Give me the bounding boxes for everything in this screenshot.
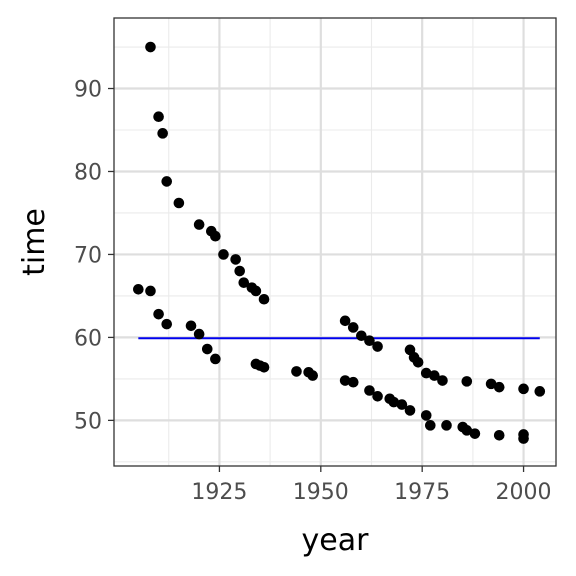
data-point xyxy=(412,356,424,368)
y-tick-label: 50 xyxy=(74,409,102,434)
data-point xyxy=(339,375,351,386)
data-point xyxy=(437,375,448,386)
data-point xyxy=(234,265,246,277)
y-tick-label: 80 xyxy=(74,160,102,185)
x-tick-label: 1925 xyxy=(191,480,247,505)
data-point xyxy=(388,396,400,408)
data-points xyxy=(133,41,546,444)
y-tick-label: 60 xyxy=(74,326,102,351)
data-point xyxy=(534,386,546,397)
data-point xyxy=(469,428,481,439)
data-point xyxy=(404,405,416,416)
data-point xyxy=(185,320,197,332)
data-point xyxy=(429,370,440,381)
data-point xyxy=(347,376,359,388)
data-point xyxy=(485,378,497,390)
data-point xyxy=(173,197,185,209)
data-point xyxy=(210,230,221,242)
x-axis-title: year xyxy=(302,523,370,558)
data-point xyxy=(518,383,529,395)
data-point xyxy=(210,353,221,365)
plot-panel xyxy=(114,18,556,466)
data-point xyxy=(258,293,270,305)
data-point xyxy=(133,283,144,295)
data-point xyxy=(372,391,383,402)
data-point xyxy=(518,433,529,444)
data-point xyxy=(461,376,473,387)
x-tick-label: 1975 xyxy=(394,480,450,505)
y-tick-label: 90 xyxy=(74,78,102,103)
data-point xyxy=(307,370,318,381)
data-point xyxy=(218,249,229,260)
data-point xyxy=(258,361,270,373)
data-point xyxy=(364,385,375,396)
data-point xyxy=(493,381,505,393)
x-axis: 1925 1950 1975 2000 xyxy=(191,466,552,505)
data-point xyxy=(461,425,473,436)
y-axis-title: time xyxy=(17,208,52,276)
data-point xyxy=(145,285,156,297)
data-point xyxy=(420,410,432,421)
data-point xyxy=(493,430,505,441)
data-point xyxy=(161,318,173,330)
data-point xyxy=(364,335,375,347)
data-point xyxy=(238,277,250,288)
minor-gridlines xyxy=(114,18,556,466)
data-point xyxy=(193,219,205,230)
data-point xyxy=(339,315,351,327)
data-point xyxy=(372,341,383,352)
plot-border xyxy=(113,17,557,467)
data-point xyxy=(153,111,164,123)
data-point xyxy=(161,176,173,187)
data-point xyxy=(193,328,205,340)
data-point xyxy=(157,128,168,139)
data-point xyxy=(250,285,262,297)
data-point xyxy=(230,254,241,265)
data-point xyxy=(347,322,359,333)
data-point xyxy=(356,330,367,342)
data-point xyxy=(145,41,156,53)
data-point xyxy=(153,308,164,320)
y-tick-label: 70 xyxy=(74,243,102,268)
x-tick-label: 1950 xyxy=(293,480,349,505)
data-point xyxy=(420,367,432,379)
data-point xyxy=(396,399,408,410)
data-point xyxy=(201,343,213,355)
y-axis: 50 60 70 80 90 xyxy=(74,78,114,434)
data-point xyxy=(441,420,452,431)
data-point xyxy=(424,420,436,431)
x-tick-label: 2000 xyxy=(496,480,552,505)
data-point xyxy=(291,366,302,377)
